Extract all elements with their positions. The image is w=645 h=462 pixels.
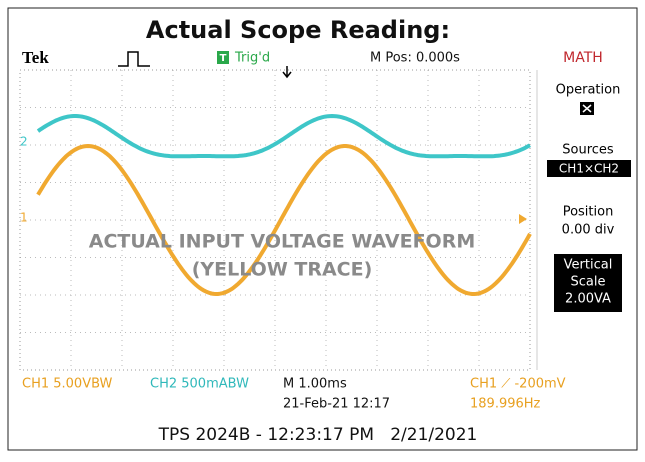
annotation-line: ACTUAL INPUT VOLTAGE WAVEFORM bbox=[89, 231, 476, 253]
ch1-marker: 1 bbox=[20, 211, 28, 225]
trigger-setting: CH1 ⟋ -200mV bbox=[470, 377, 566, 392]
vertical-scale-line: 2.00VA bbox=[565, 292, 611, 307]
annotation-line: (YELLOW TRACE) bbox=[192, 259, 373, 281]
vertical-scale-line: Scale bbox=[571, 275, 606, 290]
ch2-marker: 2 bbox=[20, 135, 28, 149]
page: Actual Scope Reading: Tek T Trig'd M Pos… bbox=[0, 0, 645, 458]
caption: TPS 2024B - 12:23:17 PM 2/21/2021 bbox=[158, 425, 478, 445]
ch1-scale: CH1 5.00VBW bbox=[22, 377, 113, 392]
position-label: Position bbox=[563, 205, 614, 220]
sources-value: CH1×CH2 bbox=[559, 162, 619, 176]
brand: Tek bbox=[22, 48, 49, 67]
menu-title: MATH bbox=[563, 50, 603, 66]
operation-label: Operation bbox=[556, 83, 621, 98]
sources-label: Sources bbox=[562, 143, 614, 158]
position: M Pos: 0.000s bbox=[370, 51, 460, 66]
title: Actual Scope Reading: bbox=[146, 16, 450, 44]
date: 21-Feb-21 12:17 bbox=[283, 397, 390, 412]
frequency: 189.996Hz bbox=[470, 397, 541, 412]
position-value: 0.00 div bbox=[562, 223, 615, 238]
trigger-icon: T bbox=[220, 53, 227, 64]
ch2-scale: CH2 500mABW bbox=[150, 377, 249, 392]
vertical-scale-line: Vertical bbox=[564, 258, 613, 273]
trigger-status: Trig'd bbox=[234, 51, 270, 66]
timebase: M 1.00ms bbox=[283, 377, 347, 392]
